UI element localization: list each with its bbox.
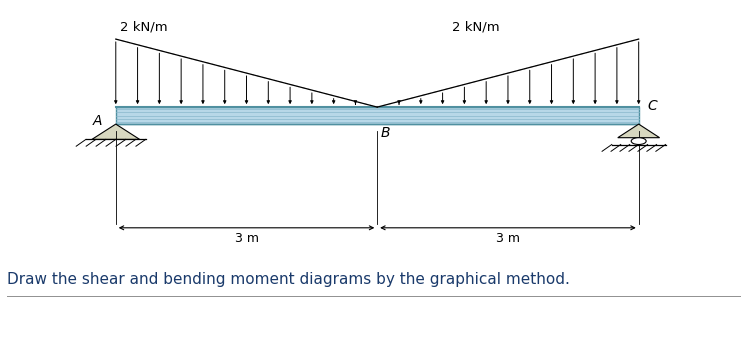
Text: 2 kN/m: 2 kN/m [120,21,167,34]
Polygon shape [618,124,660,138]
Text: 3 m: 3 m [235,232,258,245]
Text: A: A [93,114,102,129]
Text: 3 m: 3 m [496,232,520,245]
Text: Draw the shear and bending moment diagrams by the graphical method.: Draw the shear and bending moment diagra… [7,272,571,287]
Text: C: C [648,99,657,114]
Text: 2 kN/m: 2 kN/m [452,21,500,34]
Text: B: B [380,126,390,140]
Circle shape [631,138,646,144]
Bar [116,107,639,124]
Polygon shape [92,124,140,139]
